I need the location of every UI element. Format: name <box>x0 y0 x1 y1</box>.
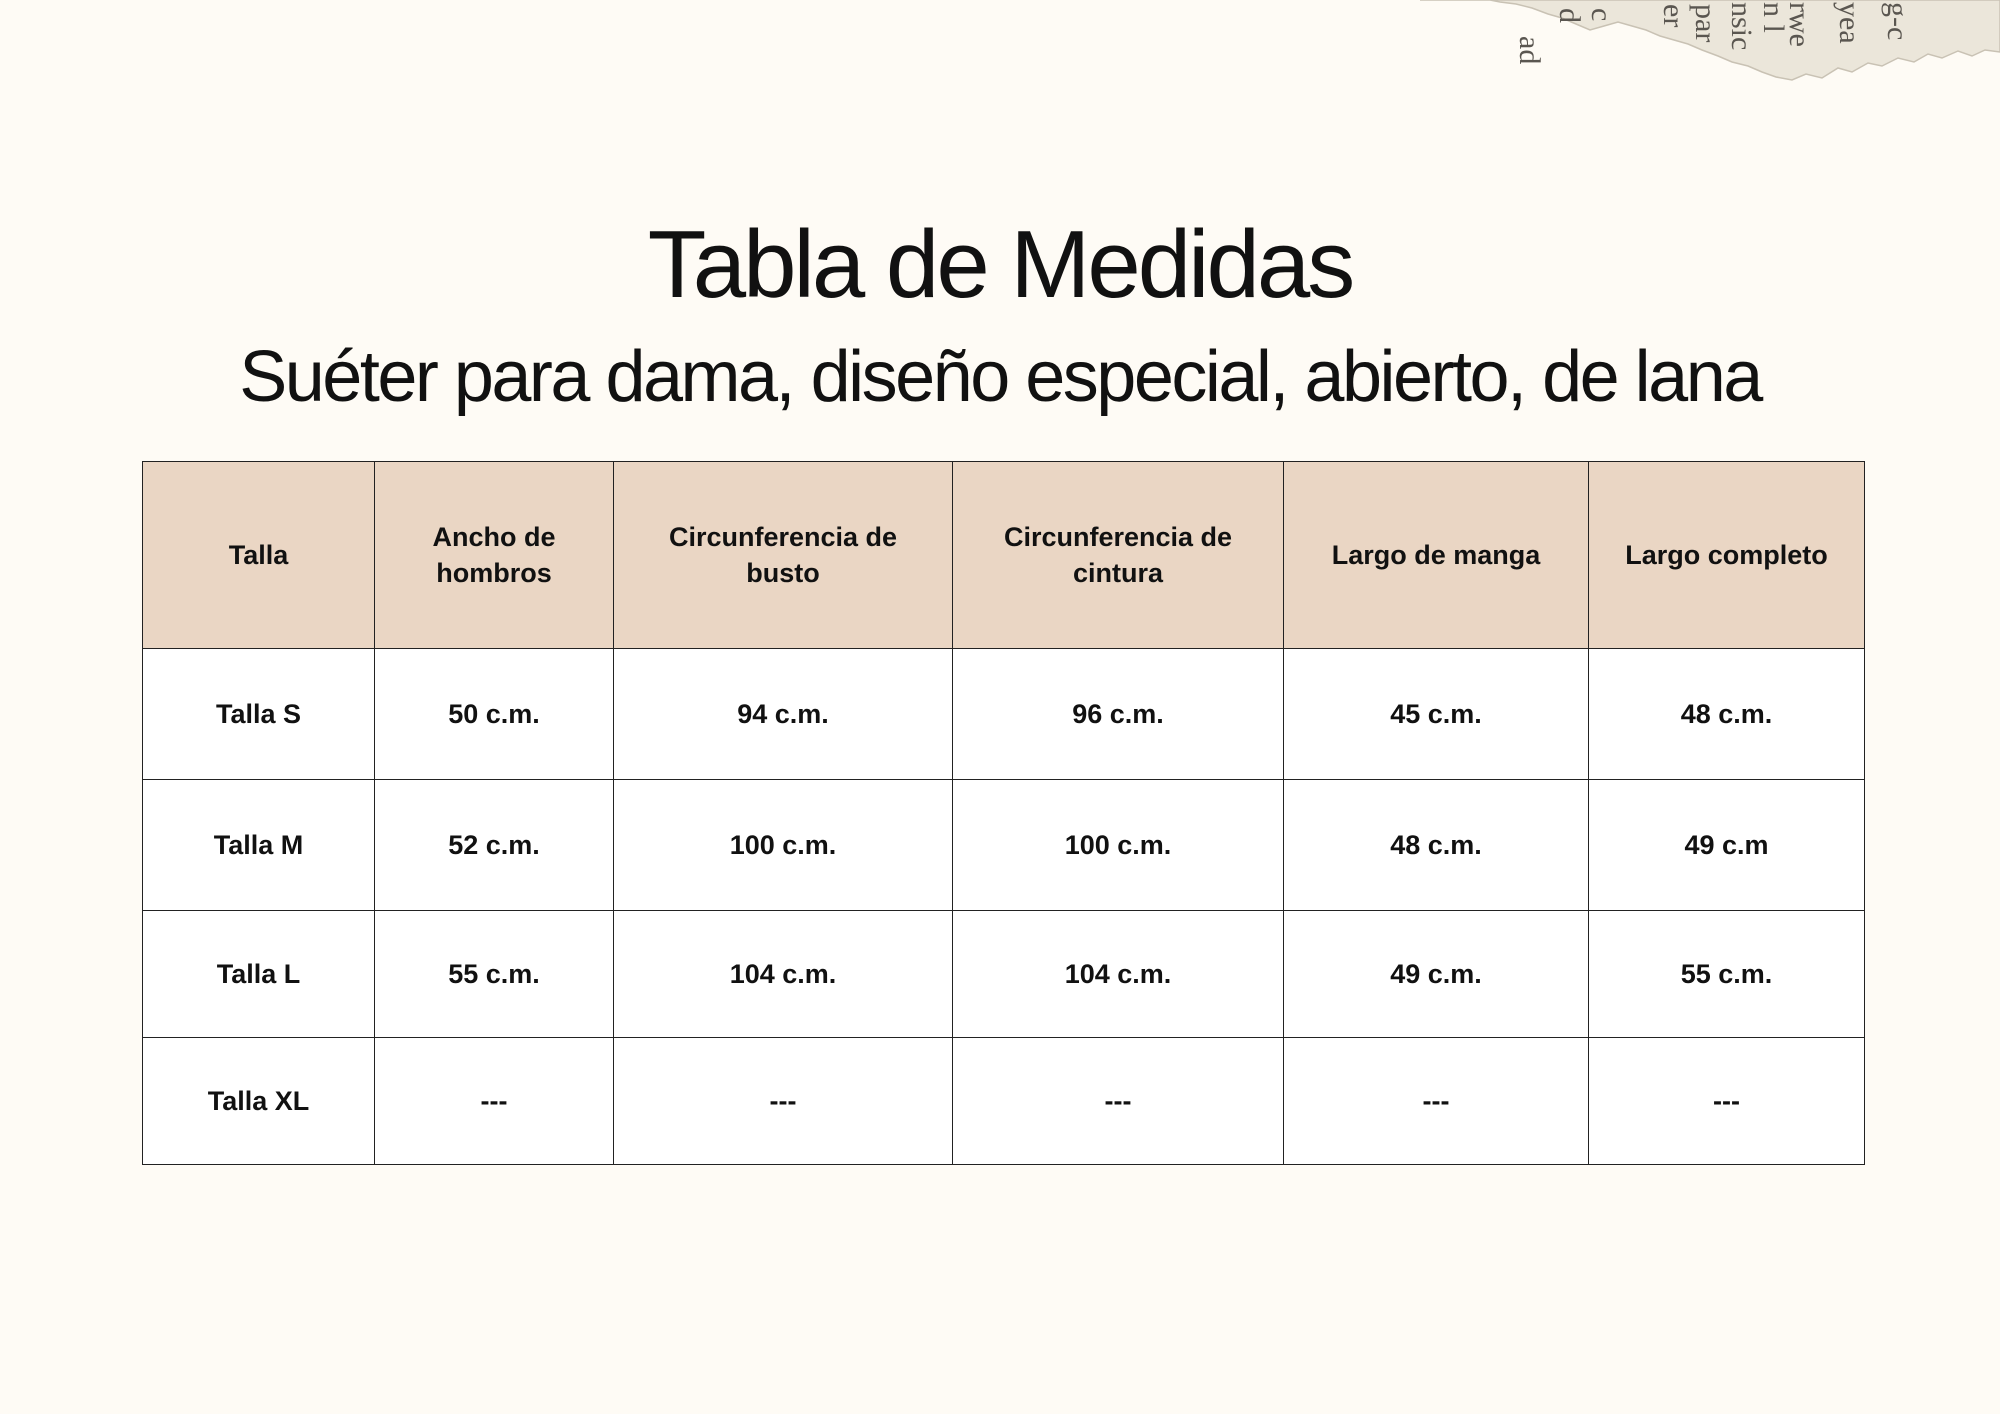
cell-waist-circumference: --- <box>952 1037 1284 1165</box>
torn-paper-text: ad <box>1513 36 1546 64</box>
header-waist-circumference: Circunferencia de cintura <box>952 461 1284 649</box>
torn-paper-text: g-c <box>1881 2 1914 40</box>
cell-bust-circumference: 100 c.m. <box>613 779 953 911</box>
cell-sleeve-length: 45 c.m. <box>1283 648 1589 780</box>
cell-bust-circumference: --- <box>613 1037 953 1165</box>
torn-paper-text: c <box>1585 8 1618 21</box>
torn-paper-text: rwe <box>1783 2 1816 47</box>
cell-sleeve-length: 49 c.m. <box>1283 910 1589 1038</box>
cell-size: Talla S <box>142 648 375 780</box>
cell-full-length: 55 c.m. <box>1588 910 1865 1038</box>
cell-shoulder-width: 55 c.m. <box>374 910 614 1038</box>
cell-waist-circumference: 104 c.m. <box>952 910 1284 1038</box>
cell-full-length: 48 c.m. <box>1588 648 1865 780</box>
header-shoulder-width: Ancho de hombros <box>374 461 614 649</box>
torn-paper-text: yea <box>1833 2 1866 44</box>
page-subtitle: Suéter para dama, diseño especial, abier… <box>239 337 1763 417</box>
table-row: Talla S 50 c.m. 94 c.m. 96 c.m. 45 c.m. … <box>142 648 1865 780</box>
cell-bust-circumference: 104 c.m. <box>613 910 953 1038</box>
torn-paper-text: n l <box>1757 2 1790 33</box>
table-row: Talla L 55 c.m. 104 c.m. 104 c.m. 49 c.m… <box>142 910 1865 1038</box>
size-chart-table: Talla Ancho de hombros Circunferencia de… <box>142 461 1865 1165</box>
table-row: Talla XL --- --- --- --- --- <box>142 1037 1865 1165</box>
page-title: Tabla de Medidas <box>647 211 1355 318</box>
cell-size: Talla M <box>142 779 375 911</box>
header-size: Talla <box>142 461 375 649</box>
cell-shoulder-width: --- <box>374 1037 614 1165</box>
cell-size: Talla L <box>142 910 375 1038</box>
header-sleeve-length: Largo de manga <box>1283 461 1589 649</box>
cell-size: Talla XL <box>142 1037 375 1165</box>
torn-newspaper-decoration: ad d c er par nsic n l rwe yea g-c <box>1420 0 2000 81</box>
cell-sleeve-length: --- <box>1283 1037 1589 1165</box>
cell-full-length: 49 c.m <box>1588 779 1865 911</box>
table-header-row: Talla Ancho de hombros Circunferencia de… <box>142 461 1865 649</box>
header-bust-circumference: Circunferencia de busto <box>613 461 953 649</box>
cell-sleeve-length: 48 c.m. <box>1283 779 1589 911</box>
cell-full-length: --- <box>1588 1037 1865 1165</box>
torn-paper-text: er <box>1657 4 1690 27</box>
header-full-length: Largo completo <box>1588 461 1865 649</box>
torn-paper-text: nsic <box>1725 2 1758 50</box>
cell-bust-circumference: 94 c.m. <box>613 648 953 780</box>
cell-waist-circumference: 96 c.m. <box>952 648 1284 780</box>
cell-shoulder-width: 50 c.m. <box>374 648 614 780</box>
table-row: Talla M 52 c.m. 100 c.m. 100 c.m. 48 c.m… <box>142 779 1865 911</box>
cell-waist-circumference: 100 c.m. <box>952 779 1284 911</box>
cell-shoulder-width: 52 c.m. <box>374 779 614 911</box>
torn-paper-text: d <box>1553 8 1586 23</box>
torn-paper-text: par <box>1689 4 1722 42</box>
